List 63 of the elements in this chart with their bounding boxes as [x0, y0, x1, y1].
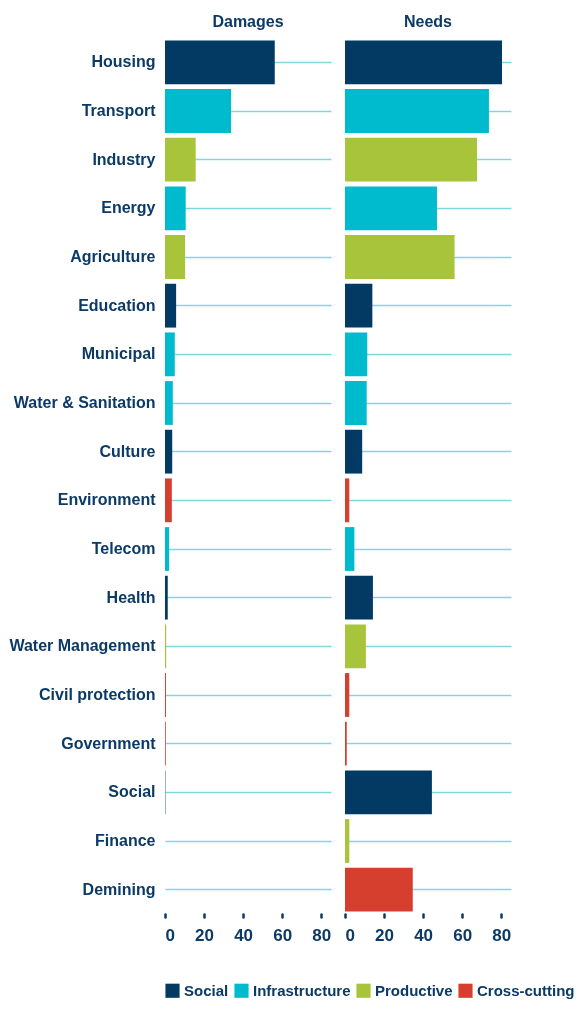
- bar: [345, 429, 363, 474]
- bar: [165, 575, 168, 620]
- y-tick-label: Water & Sanitation: [13, 394, 156, 411]
- bar: [345, 89, 489, 133]
- chart-title: Damages: [212, 13, 284, 30]
- legend-label: Productive: [375, 981, 453, 999]
- legend-label: Cross-cutting: [477, 981, 575, 999]
- bar: [345, 624, 366, 669]
- y-tick-label: Agriculture: [70, 248, 156, 265]
- y-tick-label: Housing: [91, 53, 156, 71]
- x-tick-label: 40: [234, 925, 254, 945]
- x-tick-label: 40: [414, 925, 434, 945]
- bar: [345, 527, 355, 571]
- y-tick-label: Transport: [81, 102, 157, 119]
- bar: [165, 186, 186, 231]
- y-tick-label: Culture: [99, 442, 156, 460]
- bar: [345, 186, 437, 231]
- bar: [345, 478, 350, 523]
- x-tick-label: 80: [312, 925, 332, 945]
- legend-label: Infrastructure: [253, 981, 351, 999]
- y-tick-label: Industry: [92, 150, 156, 168]
- y-tick-label: Demining: [82, 880, 156, 898]
- bar: [165, 381, 173, 425]
- x-tick-label: 20: [195, 925, 215, 945]
- y-tick-label: Government: [61, 734, 157, 752]
- chart-title: Needs: [403, 13, 453, 30]
- x-tick-label: 60: [273, 925, 293, 945]
- y-tick-label: Municipal: [81, 345, 156, 363]
- y-tick-label: Telecom: [91, 540, 156, 557]
- bar: [165, 527, 170, 571]
- y-tick-label: Civil protection: [39, 686, 156, 703]
- bar: [345, 819, 350, 863]
- bar: [345, 235, 455, 279]
- x-tick-label: 80: [492, 925, 512, 945]
- x-tick-label: 0: [345, 925, 355, 945]
- bar: [165, 89, 232, 133]
- bar: [165, 40, 275, 85]
- bar: [345, 673, 350, 717]
- y-tick-label: Social: [108, 783, 156, 801]
- y-tick-label: Health: [106, 588, 156, 606]
- y-tick-label: Energy: [101, 199, 156, 217]
- bar: [345, 332, 368, 377]
- x-tick-label: 20: [375, 925, 395, 945]
- bar: [165, 429, 173, 474]
- bar: [165, 137, 196, 182]
- bar: [345, 283, 373, 328]
- y-tick-label: Finance: [95, 832, 156, 849]
- y-tick-label: Water Management: [9, 637, 157, 655]
- y-tick-label: Education: [78, 296, 156, 314]
- y-tick-label: Environment: [57, 491, 157, 509]
- legend-label: Social: [184, 981, 229, 999]
- x-tick-label: 0: [165, 925, 175, 945]
- bar: [345, 40, 503, 85]
- x-tick-label: 60: [453, 925, 473, 945]
- bar: [345, 137, 478, 182]
- bar: [165, 283, 177, 328]
- bar: [165, 478, 172, 523]
- bar: [345, 770, 432, 815]
- bar: [165, 332, 175, 377]
- bar: [165, 235, 186, 279]
- bar: [345, 381, 367, 425]
- bar: [345, 867, 413, 912]
- bar: [345, 575, 373, 620]
